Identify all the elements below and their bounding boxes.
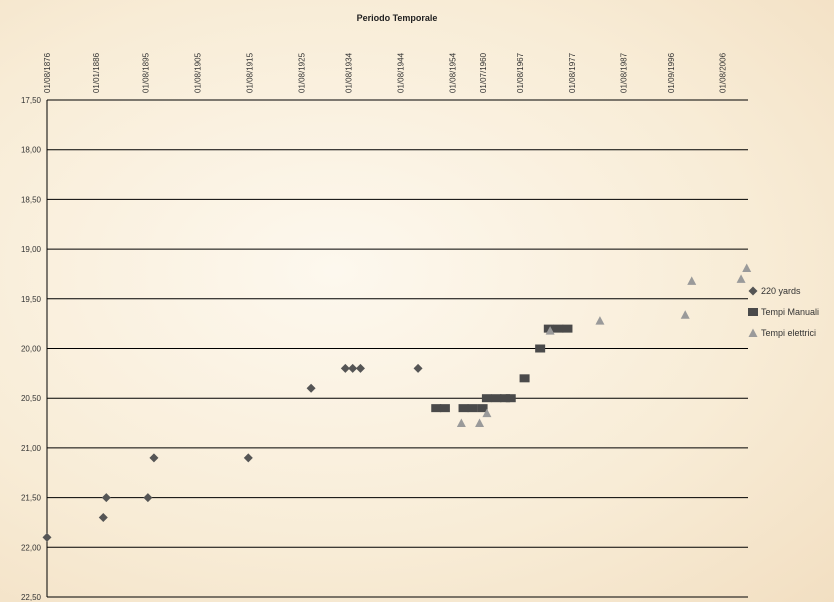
point-tempi-elettrici [742, 263, 752, 272]
legend-label: 220 yards [761, 286, 801, 296]
point-220-yards [243, 453, 253, 463]
point-tempi-manuali [467, 404, 478, 413]
point-tempi-manuali [562, 324, 573, 333]
point-tempi-elettrici [736, 274, 746, 283]
point-tempi-elettrici [456, 418, 466, 428]
point-220-yards [340, 363, 350, 373]
y-tick-label: 21,50 [21, 494, 42, 503]
chart-title: Periodo Temporale [357, 13, 438, 23]
point-tempi-elettrici [687, 276, 697, 285]
point-tempi-elettrici [680, 310, 690, 319]
x-tick-label: 01/08/1967 [516, 52, 525, 93]
point-tempi-elettrici [545, 326, 555, 335]
point-tempi-manuali [477, 404, 488, 413]
point-tempi-manuali [505, 394, 516, 403]
point-220-yards [143, 493, 153, 503]
legend: 220 yards Tempi Manuali Tempi elettrici [748, 286, 819, 338]
point-tempi-manuali [439, 404, 450, 413]
legend-label: Tempi Manuali [761, 307, 819, 317]
x-tick-label: 01/08/1977 [568, 52, 577, 93]
x-tick-label: 01/08/1954 [448, 52, 457, 93]
point-220-yards [348, 363, 358, 373]
y-tick-label: 20,00 [21, 345, 42, 354]
y-tick-label: 22,50 [21, 593, 42, 602]
x-tick-label: 01/08/1876 [43, 52, 52, 93]
point-220-yards [101, 493, 111, 503]
point-tempi-elettrici [482, 408, 492, 418]
point-220-yards [42, 532, 52, 542]
point-tempi-elettrici [595, 316, 605, 325]
point-tempi-manuali [535, 344, 546, 353]
point-220-yards [306, 383, 316, 393]
y-tick-label: 17,50 [21, 96, 42, 105]
y-tick-label: 18,50 [21, 195, 42, 204]
point-220-yards [98, 512, 108, 522]
point-tempi-manuali [553, 324, 564, 333]
x-tick-label: 01/08/1987 [620, 52, 629, 93]
legend-label: Tempi elettrici [761, 328, 816, 338]
legend-marker [748, 286, 758, 296]
legend-marker [748, 328, 758, 337]
x-tick-label: 01/01/1886 [92, 52, 101, 93]
x-tick-label: 01/08/1925 [298, 52, 307, 93]
x-tick-label: 01/08/1895 [142, 52, 151, 93]
point-220-yards [355, 363, 365, 373]
gridlines [46, 99, 748, 598]
x-tick-labels: 01/08/1876 01/01/1886 01/08/1895 01/08/1905… [43, 52, 727, 93]
point-220-yards [149, 453, 159, 463]
x-tick-label: 01/08/1944 [396, 52, 405, 93]
point-tempi-manuali [431, 404, 442, 413]
point-tempi-elettrici [475, 418, 485, 428]
y-tick-label: 20,50 [21, 394, 42, 403]
x-tick-label: 01/08/1905 [194, 52, 203, 93]
y-tick-label: 22,00 [21, 543, 42, 552]
x-tick-label: 01/08/1915 [246, 52, 255, 93]
y-tick-label: 19,50 [21, 295, 42, 304]
legend-marker [748, 308, 758, 316]
x-tick-label: 01/07/1960 [479, 52, 488, 93]
y-tick-label: 21,00 [21, 444, 42, 453]
data-points [42, 263, 752, 542]
point-tempi-manuali [491, 394, 502, 403]
y-tick-label: 19,00 [21, 245, 42, 254]
x-tick-label: 01/08/2006 [718, 52, 727, 93]
point-tempi-manuali [458, 404, 469, 413]
point-tempi-manuali [500, 394, 511, 403]
point-220-yards [413, 363, 423, 373]
x-tick-label: 01/09/1996 [667, 52, 676, 93]
y-tick-label: 18,00 [21, 146, 42, 155]
point-tempi-manuali [519, 374, 530, 383]
y-tick-labels: 17,50 18,00 18,50 19,00 19,50 20,00 20,50 21,00… [21, 96, 42, 602]
x-tick-label: 01/08/1934 [344, 52, 353, 93]
point-tempi-manuali [481, 394, 492, 403]
